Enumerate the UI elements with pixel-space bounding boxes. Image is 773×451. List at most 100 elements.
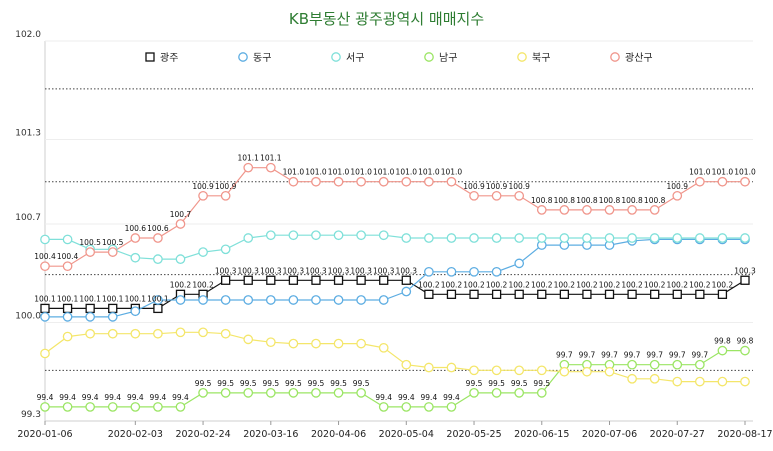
data-point — [740, 275, 750, 285]
data-point — [469, 190, 479, 201]
data-point — [695, 289, 705, 299]
data-point — [107, 312, 118, 322]
legend-label-0: 광주 — [160, 52, 178, 64]
data-point — [717, 176, 728, 187]
data-label: 100.1 — [102, 294, 124, 303]
data-point — [424, 289, 434, 299]
data-point — [333, 295, 344, 305]
data-point — [491, 266, 502, 277]
data-point — [559, 233, 570, 243]
legend-marker-4 — [517, 52, 527, 62]
axis-layer: 102.0 101.3 100.7 100.0 99.3 2020-01-06 2020-0… — [15, 30, 772, 440]
data-point — [536, 365, 547, 376]
data-label: 99.7 — [579, 351, 596, 360]
x-tick-label: 2020-05-25 — [446, 429, 501, 440]
x-tick-label: 2020-05-04 — [379, 429, 434, 440]
data-point — [243, 233, 254, 243]
data-point — [378, 176, 389, 187]
data-point — [153, 328, 163, 339]
data-point — [694, 233, 705, 243]
data-label: 100.2 — [441, 280, 463, 289]
data-point — [175, 327, 186, 338]
y-tick-label: 99.3 — [21, 410, 41, 420]
x-tick-label: 2020-03-16 — [243, 429, 298, 440]
data-point — [559, 205, 570, 215]
data-label: 100.2 — [508, 280, 530, 289]
data-label: 100.7 — [170, 210, 192, 219]
data-point — [649, 233, 660, 243]
data-point — [649, 205, 660, 215]
data-point — [469, 365, 479, 376]
legend-label-4: 북구 — [532, 52, 550, 64]
data-label: 99.7 — [646, 351, 663, 360]
data-point — [424, 266, 434, 277]
data-point — [107, 247, 118, 257]
data-point — [627, 359, 637, 370]
data-point — [514, 190, 525, 201]
series-line-5 — [45, 167, 745, 267]
data-label: 100.2 — [712, 280, 734, 289]
data-label: 100.1 — [125, 294, 147, 303]
data-point — [311, 338, 321, 349]
data-point — [446, 362, 457, 373]
data-point — [401, 286, 412, 297]
data-point — [672, 190, 683, 201]
data-point — [740, 345, 750, 356]
data-label: 100.2 — [599, 280, 621, 289]
data-label: 99.8 — [714, 337, 731, 346]
data-point — [740, 176, 750, 187]
data-point — [649, 373, 660, 384]
data-point — [401, 233, 412, 243]
data-point — [717, 345, 728, 356]
data-point — [627, 233, 637, 243]
legend-marker-1 — [238, 52, 248, 62]
data-point — [62, 303, 73, 314]
data-label: 99.4 — [375, 393, 392, 402]
data-point — [582, 205, 592, 215]
data-label: 100.4 — [34, 252, 56, 261]
data-point — [356, 230, 366, 241]
data-label: 100.8 — [644, 196, 666, 205]
data-label: 99.5 — [533, 379, 550, 388]
data-point — [220, 244, 231, 255]
data-point — [740, 233, 750, 243]
data-point — [717, 289, 728, 299]
data-point — [627, 289, 637, 299]
data-point — [582, 366, 592, 377]
data-label: 100.2 — [576, 280, 598, 289]
data-point — [130, 306, 141, 317]
data-label: 99.4 — [37, 393, 54, 402]
data-label: 100.8 — [576, 196, 598, 205]
data-label: 101.0 — [441, 168, 463, 177]
data-point — [672, 289, 682, 299]
data-label: 99.4 — [172, 393, 189, 402]
data-point — [62, 312, 73, 322]
x-tick-label: 2020-01-06 — [17, 429, 72, 440]
data-label: 100.2 — [531, 280, 553, 289]
data-point — [446, 289, 457, 299]
x-tick-label: 2020-08-17 — [717, 429, 772, 440]
data-label: 99.5 — [240, 379, 257, 388]
data-point — [220, 275, 231, 285]
data-point — [265, 295, 276, 305]
data-label: 100.2 — [192, 280, 214, 289]
data-point — [694, 176, 705, 187]
data-point — [514, 289, 524, 299]
data-label: 99.5 — [466, 379, 483, 388]
data-point — [536, 388, 547, 398]
data-point — [401, 275, 411, 285]
data-point — [424, 233, 434, 243]
data-point — [40, 402, 50, 412]
data-label: 99.5 — [330, 379, 347, 388]
data-point — [62, 261, 73, 272]
y-tick-label: 101.3 — [15, 129, 41, 139]
data-label: 101.0 — [305, 168, 327, 177]
data-label: 100.8 — [531, 196, 553, 205]
x-tick-label: 2020-02-03 — [108, 429, 163, 440]
series-markers — [40, 162, 750, 412]
data-point — [378, 402, 389, 412]
data-label: 100.8 — [554, 196, 576, 205]
data-point — [672, 376, 683, 387]
